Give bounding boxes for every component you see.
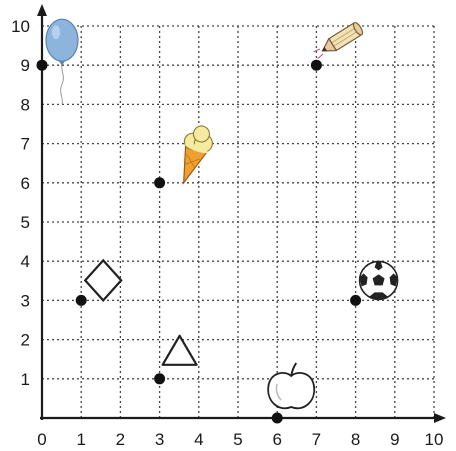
y-tick-label: 1 (21, 370, 30, 389)
data-point (75, 294, 87, 306)
x-tick-label: 2 (116, 430, 125, 449)
y-tick-label: 7 (21, 135, 30, 154)
x-tick-label: 5 (233, 430, 242, 449)
diamond-icon (84, 259, 123, 302)
y-tick-label: 6 (21, 174, 30, 193)
balloon-icon (45, 18, 79, 105)
data-points (36, 59, 362, 424)
ice-cream-icon (169, 121, 218, 189)
point-icons (45, 18, 399, 410)
apple-icon (267, 362, 316, 410)
x-tick-label: 0 (37, 430, 46, 449)
x-tick-label: 7 (312, 430, 321, 449)
x-tick-label: 1 (76, 430, 85, 449)
data-point (154, 177, 166, 189)
data-point (310, 59, 322, 71)
data-point (154, 373, 166, 385)
data-point (350, 294, 362, 306)
x-axis-arrowhead (434, 413, 446, 423)
x-tick-label: 6 (272, 430, 281, 449)
x-tick-labels: 0 1 2 3 4 5 6 7 8 9 10 (37, 430, 443, 449)
pencil-icon (311, 20, 365, 62)
x-tick-label: 4 (194, 430, 203, 449)
data-point (36, 59, 48, 71)
x-tick-label: 8 (351, 430, 360, 449)
soccer-ball-icon (358, 260, 399, 301)
y-tick-label: 3 (21, 291, 30, 310)
y-tick-label: 2 (21, 331, 30, 350)
y-tick-labels: 1 2 3 4 5 6 7 8 9 10 (11, 17, 30, 389)
y-tick-label: 5 (21, 213, 30, 232)
chart-axes (37, 4, 446, 423)
y-tick-label: 8 (21, 95, 30, 114)
data-point (271, 412, 283, 424)
y-tick-label: 4 (21, 252, 30, 271)
y-axis-arrowhead (37, 4, 47, 16)
chart-grid (42, 25, 435, 418)
y-tick-label: 9 (21, 56, 30, 75)
x-tick-label: 10 (425, 430, 444, 449)
x-tick-label: 3 (155, 430, 164, 449)
y-tick-label: 10 (11, 17, 30, 36)
x-tick-label: 9 (390, 430, 399, 449)
